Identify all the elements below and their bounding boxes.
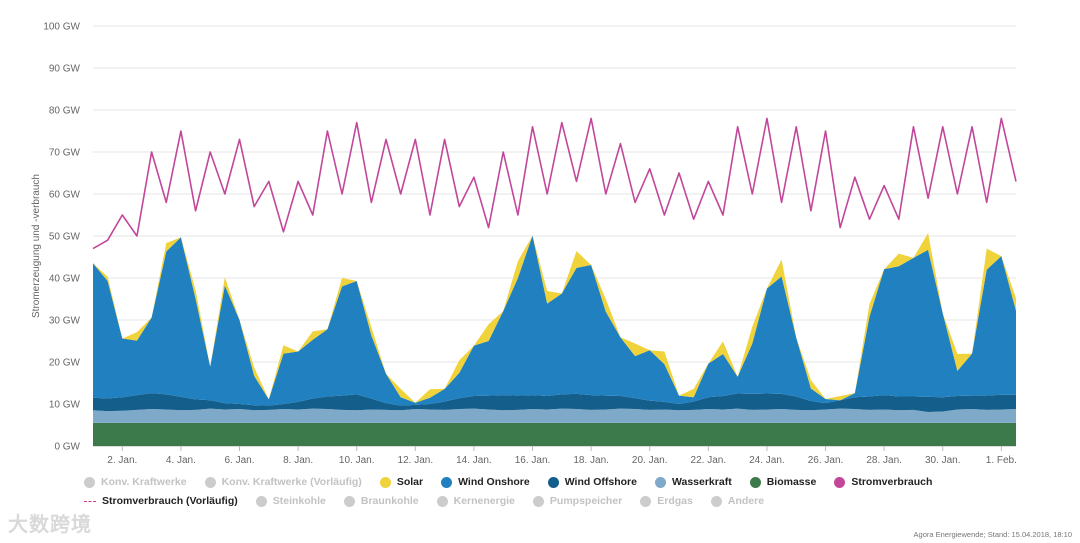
x-tick-label: 24. Jan.: [749, 455, 785, 466]
y-tick-label: 40 GW: [49, 274, 81, 285]
y-tick-label: 20 GW: [49, 358, 81, 369]
source-credit: Agora Energiewende; Stand: 15.04.2018, 1…: [913, 530, 1072, 539]
area-wasserkraft: [93, 408, 1016, 423]
legend-label: Wind Onshore: [458, 476, 530, 488]
legend-label: Steinkohle: [272, 495, 326, 507]
legend-item[interactable]: Erdgas: [640, 495, 693, 507]
legend-label: Stromverbrauch (Vorläufig): [102, 495, 238, 507]
x-tick-label: 22. Jan.: [691, 455, 727, 466]
legend-label: Solar: [396, 476, 424, 488]
area-solar: [93, 233, 1016, 403]
x-tick-label: 4. Jan.: [166, 455, 196, 466]
legend-marker: [834, 476, 846, 488]
legend-marker: [379, 476, 391, 488]
y-tick-label: 70 GW: [49, 148, 81, 159]
x-tick-label: 1. Feb.: [986, 455, 1017, 466]
legend-marker: [654, 476, 666, 488]
legend-label: Braunkohle: [360, 495, 419, 507]
watermark-logo: 大数跨境: [8, 508, 92, 537]
x-tick-label: 28. Jan.: [866, 455, 902, 466]
legend-marker: [749, 476, 761, 488]
x-tick-label: 12. Jan.: [398, 455, 434, 466]
line-stromverbrauch: [92, 117, 1017, 250]
x-tick-label: 26. Jan.: [808, 455, 844, 466]
legend-item[interactable]: Wind Offshore: [547, 476, 637, 488]
legend-item[interactable]: Biomasse: [749, 476, 817, 488]
legend-label: Andere: [727, 495, 765, 507]
legend-label: Wind Offshore: [564, 476, 637, 488]
legend-item[interactable]: Konv. Kraftwerke (Vorläufig): [204, 476, 362, 488]
area-wind-offshore: [93, 393, 1016, 412]
x-tick-label: 30. Jan.: [925, 455, 961, 466]
legend-marker: [640, 495, 652, 507]
legend-item[interactable]: Konv. Kraftwerke: [84, 476, 187, 488]
x-tick-label: 14. Jan.: [456, 455, 492, 466]
area-biomasse: [93, 422, 1016, 446]
y-tick-label: 100 GW: [43, 22, 80, 33]
x-tick-label: 2. Jan.: [107, 455, 137, 466]
legend-item[interactable]: Stromverbrauch: [834, 476, 932, 488]
legend-marker: [436, 495, 448, 507]
x-tick-label: 6. Jan.: [224, 455, 254, 466]
legend-item[interactable]: Kernenergie: [436, 495, 515, 507]
legend-item[interactable]: Solar: [379, 476, 424, 488]
y-tick-label: 60 GW: [49, 190, 81, 201]
legend-marker: [547, 476, 559, 488]
legend-marker: [532, 495, 544, 507]
y-tick-label: 50 GW: [49, 232, 81, 243]
legend-item[interactable]: Braunkohle: [343, 495, 419, 507]
legend-marker: [84, 500, 96, 502]
legend-item[interactable]: Stromverbrauch (Vorläufig): [84, 495, 238, 507]
y-tick-label: 90 GW: [49, 64, 81, 75]
y-axis-title: Stromerzeugung und -verbrauch: [31, 174, 42, 318]
y-tick-label: 80 GW: [49, 106, 81, 117]
legend-marker: [84, 476, 95, 488]
legend-row-1: Konv. Kraftwerke Konv. Kraftwerke (Vorläu…: [84, 476, 950, 488]
legend-item[interactable]: Wasserkraft: [654, 476, 732, 488]
legend-label: Erdgas: [657, 495, 693, 507]
legend-row-2: Stromverbrauch (Vorläufig) Steinkohle Brau…: [84, 495, 782, 507]
legend-label: Kernenergie: [453, 495, 515, 507]
legend-item[interactable]: Andere: [710, 495, 765, 507]
legend-item[interactable]: Steinkohle: [255, 495, 326, 507]
area-wind-onshore: [93, 235, 1016, 406]
x-tick-label: 10. Jan.: [339, 455, 375, 466]
legend-item[interactable]: Pumpspeicher: [532, 495, 623, 507]
legend-label: Pumpspeicher: [549, 495, 623, 507]
legend-label: Biomasse: [766, 476, 817, 488]
legend-marker: [255, 495, 267, 507]
legend-marker: [204, 476, 216, 488]
y-tick-label: 10 GW: [49, 400, 81, 411]
x-tick-label: 18. Jan.: [573, 455, 609, 466]
legend-marker: [343, 495, 355, 507]
y-tick-label: 0 GW: [54, 442, 80, 453]
x-tick-label: 8. Jan.: [283, 455, 313, 466]
legend-marker: [441, 476, 453, 488]
x-tick-label: 20. Jan.: [632, 455, 668, 466]
legend-label: Konv. Kraftwerke (Vorläufig): [221, 476, 362, 488]
x-tick-label: 16. Jan.: [515, 455, 551, 466]
legend-label: Konv. Kraftwerke: [101, 476, 187, 488]
legend-label: Stromverbrauch: [851, 476, 933, 488]
legend-item[interactable]: Wind Onshore: [441, 476, 530, 488]
legend-marker: [710, 495, 722, 507]
watermark-text: 大数跨境: [8, 514, 92, 536]
y-tick-label: 30 GW: [49, 316, 81, 327]
legend-label: Wasserkraft: [671, 476, 732, 488]
